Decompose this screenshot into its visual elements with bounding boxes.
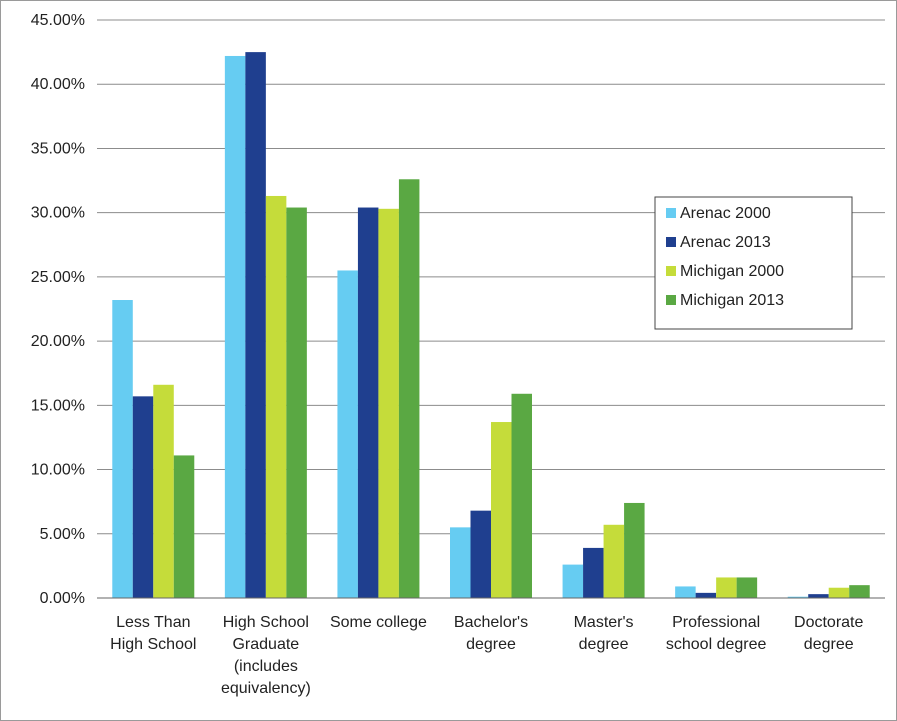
x-category-label: Less Than High School [110,614,196,653]
bar [511,393,532,598]
bar [398,179,420,598]
y-tick-label: 10.00% [31,462,85,479]
x-category-label: High School Graduate (includes equivalency) [221,614,311,697]
y-axis-tick-labels: 0.00% 5.00% 10.00% 15.00% 20.00% 25.00% 30.00%… [31,12,85,607]
bar [245,52,266,599]
y-tick-label: 35.00% [31,140,85,157]
bar [675,586,696,598]
bar [695,592,717,598]
bar [562,564,584,598]
legend: Arenac 2000 Arenac 2013 Michigan 2000 Michi… [654,196,853,330]
bar [132,396,154,598]
bar [491,422,512,598]
bar [224,55,246,599]
bar [808,594,829,598]
y-tick-label: 45.00% [31,12,85,29]
y-tick-label: 15.00% [31,397,85,414]
bar [337,270,358,598]
y-tick-label: 30.00% [31,205,85,222]
x-category-label: Master's degree [574,614,634,653]
legend-label: Arenac 2000 [680,205,771,222]
x-category-label: Doctorate degree [794,614,863,653]
bar [624,502,645,598]
legend-box [654,196,853,330]
bar [450,527,471,598]
legend-label: Michigan 2000 [680,263,784,280]
legend-swatch [666,237,676,247]
bar [787,596,809,598]
bar [357,207,379,599]
bar [849,585,870,598]
bar [583,547,604,598]
y-tick-label: 40.00% [31,76,85,93]
y-tick-label: 0.00% [40,590,85,607]
legend-swatch [666,208,676,218]
x-category-label: Professional school degree [666,614,767,653]
bar [716,577,737,598]
bar [112,300,133,598]
bar [173,455,195,598]
bar [286,207,307,599]
legend-label: Arenac 2013 [680,234,771,251]
legend-label: Michigan 2013 [680,292,784,309]
x-axis-category-labels: Less Than High School High School Graduate(… [110,614,863,697]
bar [378,208,399,598]
bar [828,587,850,598]
legend-swatch [666,295,676,305]
bar [736,577,758,598]
bars [112,52,870,599]
y-tick-label: 5.00% [40,526,85,543]
y-tick-label: 25.00% [31,269,85,286]
x-category-label: Bachelor's degree [454,614,528,653]
x-category-label: Some college [330,614,427,631]
bar [265,195,287,599]
bar [603,524,625,598]
legend-swatch [666,266,676,276]
y-tick-label: 20.00% [31,333,85,350]
bar [153,384,174,598]
bar [470,510,491,598]
